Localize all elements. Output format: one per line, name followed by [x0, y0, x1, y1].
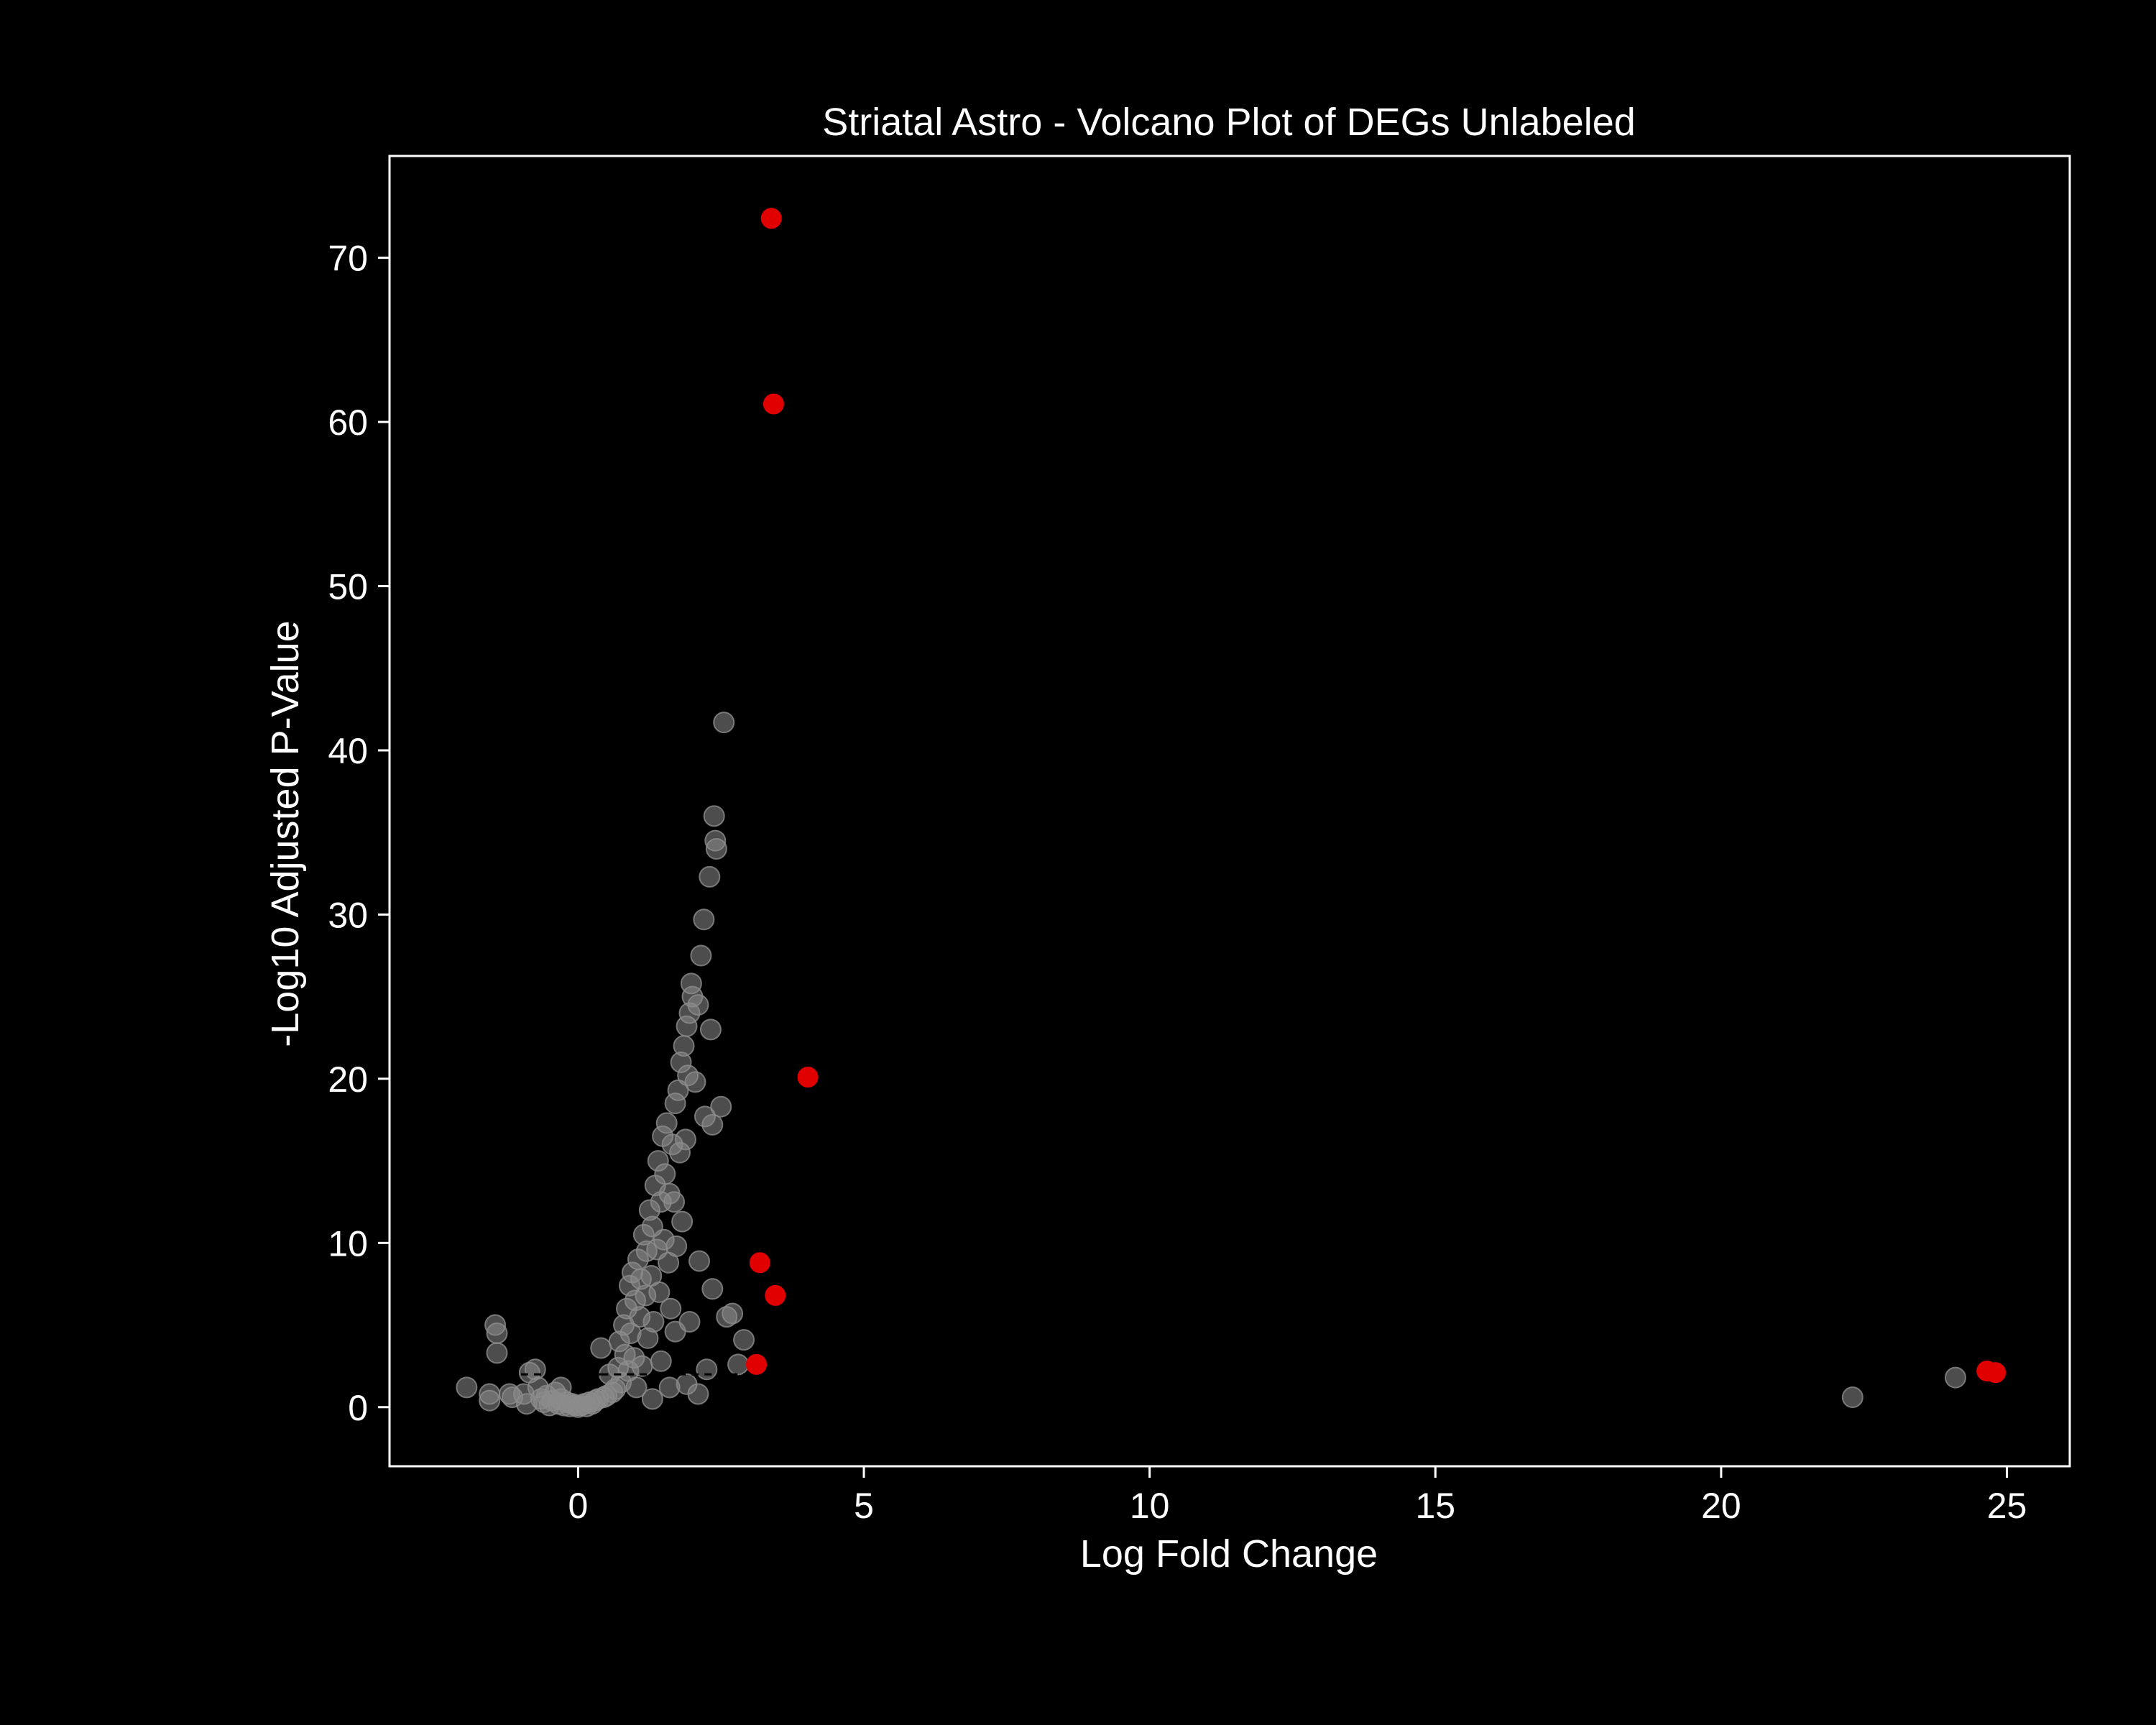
y-tick-label: 60 — [328, 402, 368, 443]
x-tick-label: 5 — [854, 1486, 874, 1526]
nonsignificant-point — [667, 1079, 689, 1101]
nonsignificant-point — [722, 1302, 744, 1325]
x-tick-label: 25 — [1987, 1486, 2027, 1526]
nonsignificant-point — [713, 712, 735, 734]
nonsignificant-point — [631, 1355, 653, 1377]
nonsignificant-point — [650, 1350, 672, 1372]
y-tick-label: 0 — [348, 1388, 368, 1428]
x-axis: 0 5 10 15 20 25 — [568, 1466, 2027, 1526]
nonsignificant-point — [693, 908, 715, 931]
nonsignificant-point — [705, 838, 727, 860]
nonsignificant-point — [690, 944, 712, 967]
nonsignificant-point — [684, 1071, 706, 1093]
x-tick-label: 0 — [568, 1486, 589, 1526]
y-tick-label: 10 — [328, 1223, 368, 1264]
nonsignificant-point — [660, 1297, 682, 1320]
significant-point — [797, 1067, 819, 1088]
nonsignificant-point — [486, 1322, 508, 1344]
nonsignificant-point — [456, 1376, 478, 1399]
significant-point — [746, 1353, 768, 1375]
y-tick-label: 50 — [328, 567, 368, 607]
nonsignificant-point — [710, 1095, 732, 1118]
y-tick-label: 30 — [328, 895, 368, 935]
nonsignificant-point — [671, 1210, 694, 1233]
nonsignificant-point — [701, 1113, 724, 1136]
nonsignificant-point — [590, 1337, 612, 1359]
nonsignificant-point — [642, 1310, 665, 1333]
nonsignificant-point — [727, 1353, 750, 1376]
nonsignificant-point — [664, 1320, 686, 1343]
y-tick-label: 40 — [328, 731, 368, 771]
y-axis-label: -Log10 Adjusted P-Value — [264, 620, 307, 1046]
nonsignificant-point — [733, 1329, 755, 1351]
y-axis: 0 10 20 30 40 50 60 70 — [328, 239, 390, 1428]
nonsignificant-point — [687, 994, 709, 1016]
nonsignificant-point — [696, 1358, 718, 1381]
nonsignificant-point — [641, 1388, 663, 1410]
nonsignificant-point — [486, 1342, 508, 1364]
significant-point — [765, 1284, 786, 1306]
nonsignificant-point — [699, 1018, 722, 1041]
nonsignificant-point — [665, 1235, 688, 1257]
nonsignificant-point — [699, 865, 721, 888]
nonsignificant-point — [687, 1383, 709, 1405]
nonsignificant-point — [701, 1278, 724, 1300]
y-tick-label: 20 — [328, 1059, 368, 1100]
nonsignificant-point — [673, 1035, 695, 1057]
significant-point — [1985, 1362, 2007, 1384]
significant-point — [760, 208, 782, 229]
nonsignificant-point — [1841, 1386, 1864, 1409]
nonsignificant-point — [703, 805, 725, 827]
nonsignificant-point — [688, 1250, 711, 1272]
nonsignificant-point — [655, 1112, 678, 1134]
significant-point — [749, 1252, 770, 1274]
x-tick-label: 10 — [1130, 1486, 1170, 1526]
nonsignificant-point — [479, 1383, 501, 1405]
nonsignificant-point — [654, 1163, 676, 1185]
nonsignificant-point — [674, 1128, 696, 1151]
y-tick-label: 70 — [328, 239, 368, 279]
nonsignificant-point — [1944, 1366, 1966, 1389]
nonsignificant-point — [648, 1281, 671, 1303]
chart-title: Striatal Astro - Volcano Plot of DEGs Un… — [822, 101, 1636, 144]
axes-frame — [388, 155, 2071, 1468]
plot-area — [456, 208, 2007, 1418]
x-axis-label: Log Fold Change — [1080, 1532, 1378, 1576]
x-tick-label: 20 — [1701, 1486, 1741, 1526]
nonsignificant-point — [625, 1376, 648, 1399]
x-tick-label: 15 — [1415, 1486, 1455, 1526]
significant-point — [763, 393, 784, 415]
nonsignificant-point — [663, 1191, 686, 1213]
nonsignificant-point — [524, 1358, 546, 1381]
